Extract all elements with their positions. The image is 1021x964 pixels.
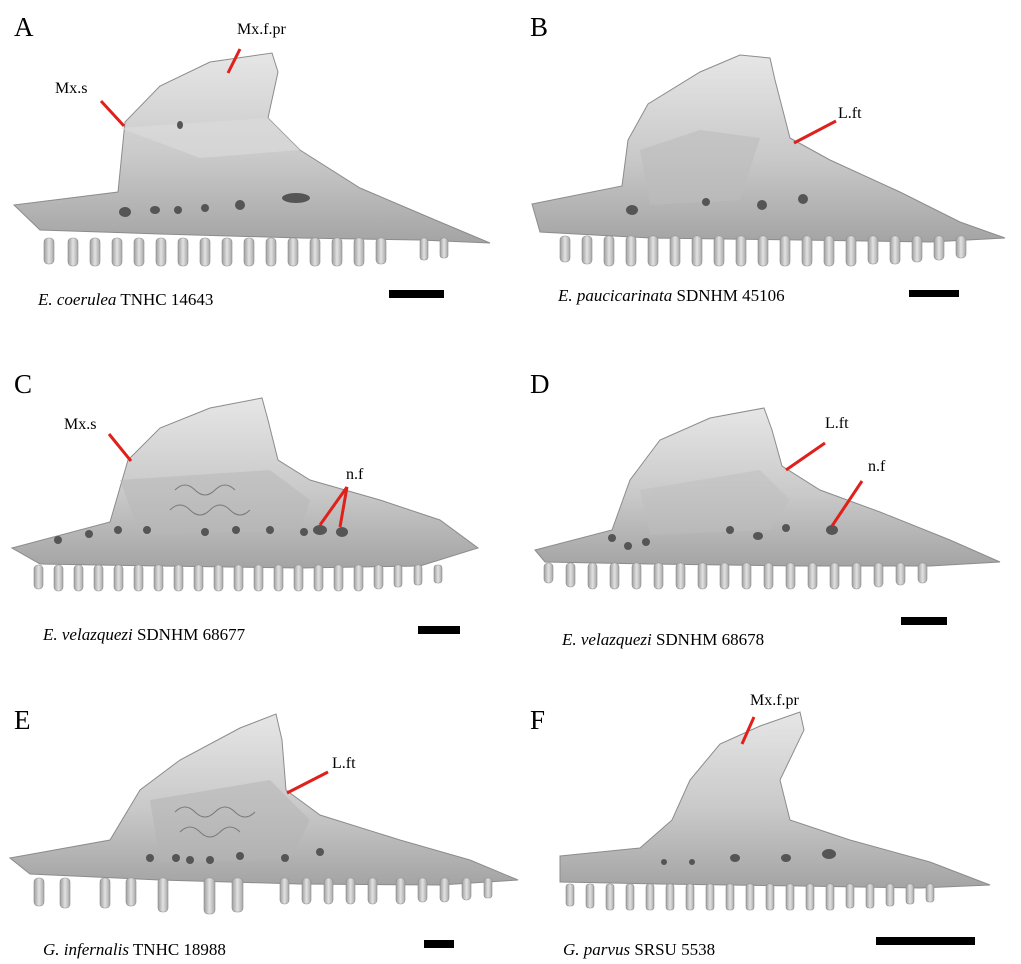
scale-bar-d (901, 617, 947, 625)
scale-bar-f (876, 937, 975, 945)
caption-species-b: E. paucicarinata (557, 286, 672, 305)
caption-species-f: G. parvus (563, 940, 630, 959)
panel-c: C (10, 369, 480, 644)
caption-e: G. infernalis TNHC 18988 (43, 940, 226, 959)
panel-letter-a: A (14, 12, 34, 42)
caption-specimen-e: TNHC 18988 (133, 940, 226, 959)
scale-bar-a (389, 290, 444, 298)
panel-letter-d: D (530, 369, 550, 399)
label-mx-f-pr-f: Mx.f.pr (750, 692, 800, 709)
caption-specimen-b: SDNHM 45106 (677, 286, 785, 305)
label-mx-f-pr-a: Mx.f.pr (237, 21, 287, 38)
leader-line-l-ft-d (785, 441, 826, 472)
caption-species-a: E. coerulea (37, 290, 116, 309)
label-n-f-c: n.f (346, 466, 364, 483)
panel-letter-f: F (530, 705, 545, 735)
maxilla-specimen-a (12, 52, 491, 267)
panel-f: F Mx.f.pr G. parvu (530, 692, 991, 959)
caption-specimen-c: SDNHM 68677 (137, 625, 246, 644)
panel-a: A Mx.s Mx.f.p (12, 12, 491, 309)
leader-line-mx-f-pr-a (226, 48, 242, 74)
caption-specimen-d: SDNHM 68678 (656, 630, 764, 649)
label-l-ft-d: L.ft (825, 415, 849, 432)
leader-line-l-ft-e (286, 770, 329, 795)
maxilla-specimen-e (8, 713, 519, 915)
scale-bar-e (424, 940, 454, 948)
scale-bar-b (909, 290, 959, 297)
caption-d: E. velazquezi SDNHM 68678 (561, 630, 764, 649)
leader-line-mx-f-pr-f (740, 716, 756, 745)
maxilla-specimen-c (10, 397, 480, 592)
label-mx-s-c: Mx.s (64, 416, 96, 433)
scale-bar-c (418, 626, 460, 634)
leader-line-l-ft-b (793, 119, 837, 145)
panel-letter-b: B (530, 12, 548, 42)
leader-line-n-f-d (830, 480, 864, 527)
caption-b: E. paucicarinata SDNHM 45106 (557, 286, 785, 305)
caption-f: G. parvus SRSU 5538 (563, 940, 715, 959)
label-l-ft-e: L.ft (332, 755, 356, 772)
panel-b: B L.ft E. paucicarin (530, 12, 1006, 305)
caption-specimen-a: TNHC 14643 (120, 290, 213, 309)
leader-line-n-f-c-1 (318, 486, 349, 526)
caption-a: E. coerulea TNHC 14643 (37, 290, 213, 309)
panel-d: D L.ft n.f (530, 369, 1001, 649)
caption-species-c: E. velazquezi (42, 625, 133, 644)
maxilla-specimen-d (534, 407, 1001, 590)
leader-line-n-f-c-2 (338, 486, 349, 528)
leader-line-mx-s-c (107, 433, 133, 462)
caption-specimen-f: SRSU 5538 (634, 940, 715, 959)
leader-line-mx-s-a (99, 99, 126, 128)
label-l-ft-b: L.ft (838, 105, 862, 122)
caption-species-e: G. infernalis (43, 940, 129, 959)
caption-c: E. velazquezi SDNHM 68677 (42, 625, 246, 644)
maxilla-specimen-f (559, 711, 991, 911)
panel-letter-c: C (14, 369, 32, 399)
panel-e: E (8, 705, 519, 959)
caption-species-d: E. velazquezi (561, 630, 652, 649)
label-mx-s-a: Mx.s (55, 80, 87, 97)
panel-letter-e: E (14, 705, 31, 735)
maxilla-specimen-b (531, 54, 1006, 267)
label-n-f-d: n.f (868, 458, 886, 475)
